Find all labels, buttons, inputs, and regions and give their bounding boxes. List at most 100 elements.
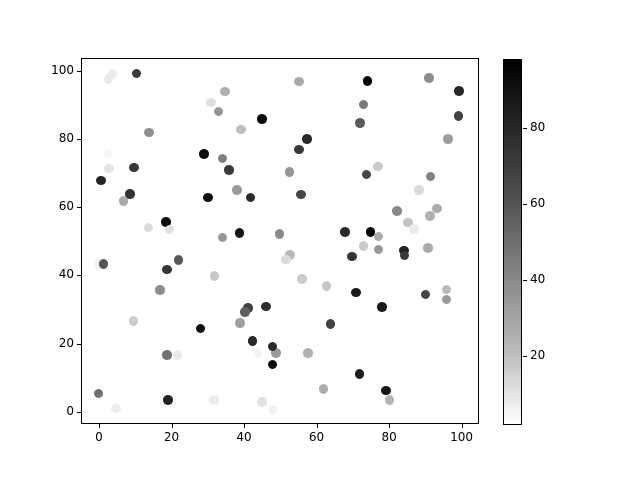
scatter-point (129, 162, 139, 173)
scatter-point (325, 319, 336, 329)
scatter-point (373, 161, 383, 172)
x-axis-tick-label: 80 (381, 430, 397, 444)
scatter-point (217, 232, 228, 243)
scatter-point (209, 271, 220, 281)
scatter-point (321, 281, 332, 291)
colorbar-tick-label: 80 (530, 119, 546, 134)
scatter-point (274, 229, 285, 239)
scatter-point (107, 69, 118, 79)
scatter-point (294, 144, 304, 155)
scatter-point (318, 384, 329, 394)
scatter-point (403, 217, 413, 228)
scatter-point (232, 185, 242, 195)
x-axis-tick-label: 100 (450, 430, 474, 444)
scatter-point (354, 369, 365, 379)
x-axis-tick (316, 424, 318, 428)
scatter-point (261, 301, 271, 312)
scatter-point (358, 99, 369, 110)
y-axis-tick (77, 207, 81, 209)
scatter-point (358, 241, 369, 251)
scatter-point (98, 259, 109, 269)
scatter-point (162, 350, 172, 360)
colorbar-tick-label: 60 (530, 195, 546, 210)
scatter-point (392, 206, 402, 216)
scatter-point (257, 114, 267, 124)
scatter-point (173, 255, 184, 265)
scatter-point (399, 250, 410, 261)
scatter-point (161, 217, 171, 227)
scatter-point (384, 395, 395, 405)
plot-area (81, 58, 479, 424)
scatter-point (281, 254, 291, 265)
scatter-point (432, 203, 442, 214)
scatter-point (247, 336, 258, 346)
scatter-point (443, 134, 453, 144)
scatter-point (381, 385, 391, 396)
x-axis-tick (244, 424, 246, 428)
y-axis-tick (77, 139, 81, 141)
colorbar-tick (523, 356, 527, 358)
scatter-point (125, 189, 135, 199)
scatter-point (409, 224, 419, 234)
x-axis-tick (99, 424, 100, 428)
colorbar-tick (523, 280, 527, 282)
x-axis-tick-label: 40 (236, 430, 252, 444)
colorbar-tick-label: 40 (530, 272, 546, 287)
scatter-point (423, 243, 433, 253)
scatter-point (118, 196, 129, 206)
scatter-point (373, 231, 384, 242)
scatter-point (340, 227, 350, 237)
y-axis-tick (77, 71, 81, 72)
scatter-point (351, 287, 361, 298)
scatter-point (441, 294, 452, 305)
scatter-point (373, 244, 384, 255)
scatter-point (235, 318, 245, 328)
scatter-point (347, 251, 357, 262)
scatter-point (267, 404, 278, 415)
scatter-point (164, 224, 175, 235)
scatter-point (296, 189, 306, 200)
scatter-point (453, 111, 464, 121)
scatter-point (362, 76, 373, 86)
y-axis-tick-label: 40 (58, 267, 74, 282)
scatter-point (284, 167, 295, 177)
scatter-point (365, 227, 376, 237)
scatter-point (206, 97, 216, 108)
scatter-point (441, 284, 452, 295)
scatter-point (424, 73, 434, 83)
scatter-point (203, 192, 213, 203)
scatter-point (155, 285, 165, 295)
scatter-point (271, 348, 281, 358)
scatter-point (420, 289, 431, 300)
scatter-point (111, 403, 121, 414)
scatter-point (425, 211, 435, 221)
scatter-point (425, 171, 436, 182)
scatter-point (234, 228, 245, 238)
scatter-point (377, 302, 387, 312)
scatter-point (236, 124, 246, 135)
scatter-point (399, 245, 409, 256)
scatter-point (302, 134, 312, 144)
x-axis-tick (171, 424, 173, 428)
scatter-point (104, 163, 114, 174)
scatter-point (128, 316, 139, 326)
scatter-point (93, 388, 104, 399)
colorbar-tick-label: 20 (530, 348, 546, 363)
scatter-point (240, 307, 250, 317)
colorbar-tick (523, 127, 527, 129)
scatter-point (454, 86, 464, 96)
x-axis-tick-label: 0 (95, 430, 103, 444)
scatter-point (267, 341, 278, 352)
y-axis-tick-label: 60 (58, 199, 74, 214)
scatter-point (294, 76, 304, 87)
colorbar (503, 59, 522, 425)
scatter-point (267, 359, 278, 370)
x-axis-tick (389, 424, 391, 428)
scatter-point (162, 264, 172, 275)
colorbar-tick (523, 203, 527, 205)
scatter-point (361, 169, 372, 180)
scatter-point (414, 185, 424, 195)
scatter-point (213, 106, 224, 117)
scatter-point (199, 149, 209, 159)
